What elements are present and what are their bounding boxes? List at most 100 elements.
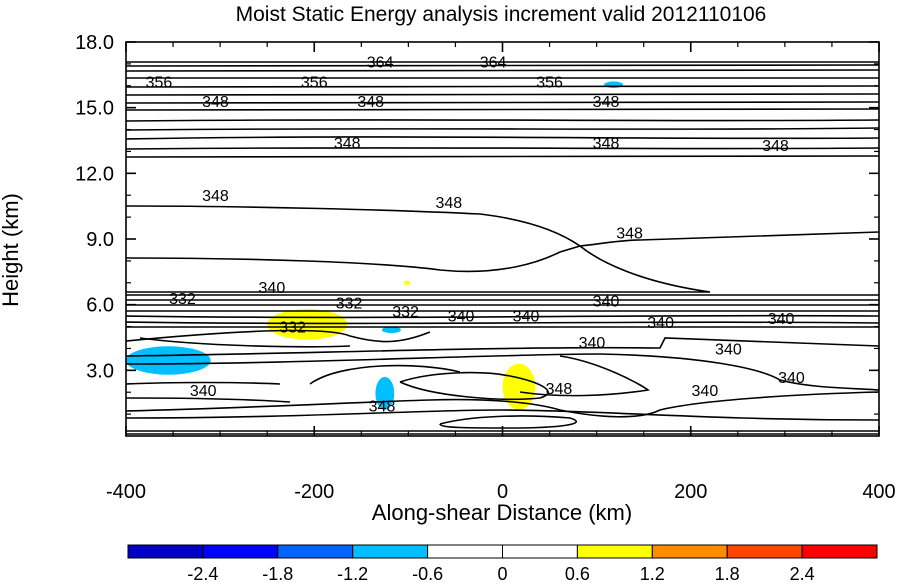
contour-line — [125, 119, 880, 122]
contour-label: 364 — [480, 55, 507, 72]
x-tick-label: 200 — [674, 481, 707, 503]
contour-label: 340 — [579, 335, 606, 352]
contour-line — [519, 355, 650, 397]
contour-line — [125, 321, 880, 325]
chart-title: Moist Static Energy analysis increment v… — [236, 3, 767, 26]
contour-label: 332 — [336, 295, 363, 312]
colorbar-swatch — [502, 544, 578, 559]
contour-label: 348 — [593, 94, 620, 111]
y-axis: 3.0 6.0 9.0 12.0 15.0 18.0 — [75, 32, 879, 415]
contour-label: 348 — [616, 225, 643, 242]
contour-line — [125, 337, 880, 357]
contour-label: 340 — [692, 383, 719, 400]
x-tick-label: 0 — [497, 481, 508, 503]
colorbar-swatch — [576, 544, 653, 559]
contour-labels: 364 364 356 356 356 348 348 348 348 348 348 348 348 3… — [146, 55, 805, 416]
contour-line — [125, 101, 880, 104]
contour-label: 348 — [593, 136, 620, 153]
contour-line — [125, 397, 291, 403]
contour-line — [399, 371, 549, 400]
contour-label: 340 — [593, 293, 620, 310]
colorbar-swatch — [651, 544, 728, 559]
x-axis-label: Along-shear Distance (km) — [372, 500, 632, 525]
colorbar-tick-label: 2.4 — [790, 564, 815, 583]
contour-label: 340 — [647, 315, 674, 332]
y-axis-label: Height (km) — [0, 193, 23, 307]
colorbar-tick-label: 0.6 — [565, 564, 590, 583]
contour-line — [139, 337, 351, 348]
colorbar-swatch — [726, 544, 803, 559]
contour-line — [125, 329, 431, 343]
contour-label: 340 — [778, 370, 805, 387]
x-axis: -400 -200 0 200 400 — [106, 42, 896, 503]
colorbar-swatch — [202, 544, 279, 559]
contour-label: 332 — [279, 320, 306, 337]
contour-label: 348 — [202, 188, 229, 205]
contour-line — [125, 391, 880, 418]
contour-line — [125, 93, 880, 96]
contour-line — [125, 353, 880, 391]
contour-label: 348 — [202, 94, 229, 111]
colorbar-tick-label: 1.2 — [640, 564, 665, 583]
y-tick-label: 9.0 — [86, 229, 114, 251]
colorbar-swatch — [801, 544, 878, 559]
x-tick-label: 400 — [862, 481, 895, 503]
colorbar: -2.4 -1.8 -1.2 -0.6 0 0.6 1.2 1.8 2.4 — [127, 544, 878, 583]
colorbar-swatch — [427, 544, 504, 559]
contour-line — [125, 85, 880, 88]
contour-label: 348 — [334, 136, 361, 153]
contour-label: 340 — [448, 309, 475, 326]
contour-line — [125, 76, 880, 80]
y-tick-label: 15.0 — [75, 98, 114, 120]
contour-label: 340 — [715, 341, 742, 358]
contour-label: 340 — [768, 311, 795, 328]
contour-label: 340 — [259, 280, 286, 297]
colorbar-tick-label: -0.6 — [412, 564, 443, 583]
increment-region-negative — [126, 346, 211, 375]
contour-label: 356 — [146, 74, 173, 91]
contour-label: 348 — [435, 195, 462, 212]
contour-label: 348 — [546, 381, 573, 398]
colorbar-tick-label: -2.4 — [187, 564, 218, 583]
contour-line — [309, 364, 461, 385]
contour-line — [125, 155, 880, 158]
contour-label: 332 — [169, 291, 196, 308]
contour-line — [125, 108, 880, 111]
y-tick-label: 18.0 — [75, 32, 114, 54]
y-tick-label: 3.0 — [86, 360, 114, 382]
y-tick-label: 6.0 — [86, 295, 114, 317]
contour-line — [125, 127, 880, 131]
contour-label: 356 — [536, 74, 563, 91]
contour-line — [125, 69, 880, 72]
contour-line — [125, 314, 880, 319]
increment-fills — [126, 81, 623, 410]
contour-line — [125, 205, 880, 247]
contour-label: 340 — [190, 383, 217, 400]
y-tick-label: 12.0 — [75, 163, 114, 185]
contour-lines — [125, 61, 880, 435]
x-tick-label: -400 — [106, 481, 146, 503]
contour-line — [125, 309, 880, 313]
contour-line — [439, 415, 577, 429]
contour-label: 348 — [762, 138, 789, 155]
contour-label: 356 — [301, 74, 328, 91]
colorbar-tick-label: 0 — [497, 564, 507, 583]
colorbar-tick-label: -1.2 — [337, 564, 368, 583]
contour-line — [125, 409, 880, 421]
colorbar-swatch — [127, 544, 204, 559]
contour-label: 364 — [367, 55, 394, 72]
contour-label: 340 — [513, 309, 540, 326]
contour-line — [125, 147, 880, 150]
contour-line — [125, 245, 711, 293]
contour-line — [125, 64, 880, 67]
plot-frame — [125, 41, 880, 437]
contour-label: 332 — [392, 304, 419, 321]
colorbar-tick-label: 1.8 — [715, 564, 740, 583]
contour-line — [125, 381, 281, 385]
contour-label: 348 — [357, 94, 384, 111]
contour-line — [125, 136, 880, 140]
colorbar-swatch — [277, 544, 354, 559]
x-tick-label: -200 — [294, 481, 334, 503]
colorbar-swatch — [352, 544, 429, 559]
